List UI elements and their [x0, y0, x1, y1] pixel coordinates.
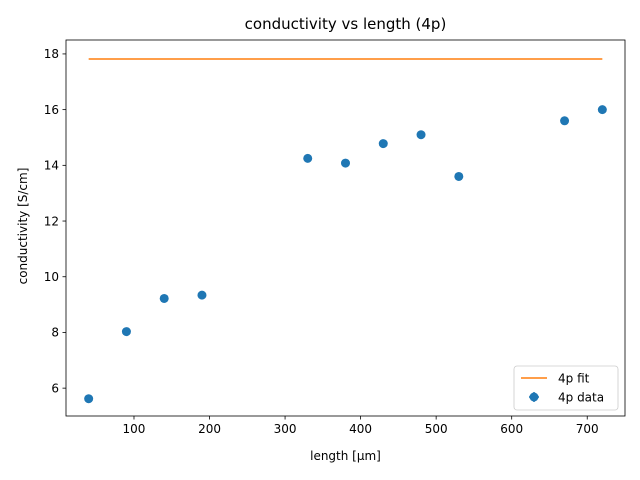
plot-area: [84, 58, 607, 404]
data-point: [560, 116, 570, 126]
x-tick-label: 200: [198, 422, 221, 436]
data-point: [454, 171, 464, 181]
y-tick-label: 6: [51, 381, 59, 395]
data-point: [121, 327, 131, 337]
x-tick-label: 100: [123, 422, 146, 436]
y-tick-label: 10: [44, 270, 59, 284]
x-tick-label: 500: [425, 422, 448, 436]
y-tick-label: 8: [51, 326, 59, 340]
y-axis-label: conductivity [S/cm]: [16, 168, 30, 285]
data-point: [597, 105, 607, 115]
x-axis-label: length [μm]: [310, 449, 381, 463]
legend: 4p fit 4p data: [513, 365, 619, 411]
chart-title: conductivity vs length (4p): [245, 15, 447, 33]
axes-frame: [65, 39, 626, 417]
legend-label: 4p data: [558, 390, 604, 404]
y-tick-label: 18: [44, 47, 59, 61]
data-point: [159, 293, 169, 303]
data-point: [197, 290, 207, 300]
data-point: [378, 139, 388, 149]
x-tick-label: 400: [349, 422, 372, 436]
data-point: [341, 158, 350, 168]
x-tick-label: 600: [500, 422, 523, 436]
legend-point-marker: [529, 392, 539, 402]
data-point: [303, 153, 313, 163]
x-tick-label: 300: [274, 422, 297, 436]
x-tick-label: 700: [576, 422, 599, 436]
axis-ticks: 100 200 300 400 500 600 700 6 8 10 12 14 16 18: [44, 47, 599, 436]
legend-label: 4p fit: [558, 371, 590, 385]
data-point: [416, 130, 426, 140]
y-tick-label: 12: [44, 214, 59, 228]
data-point: [84, 394, 94, 404]
y-tick-label: 14: [44, 159, 59, 173]
y-tick-label: 16: [44, 103, 59, 117]
legend-box: [513, 365, 619, 411]
